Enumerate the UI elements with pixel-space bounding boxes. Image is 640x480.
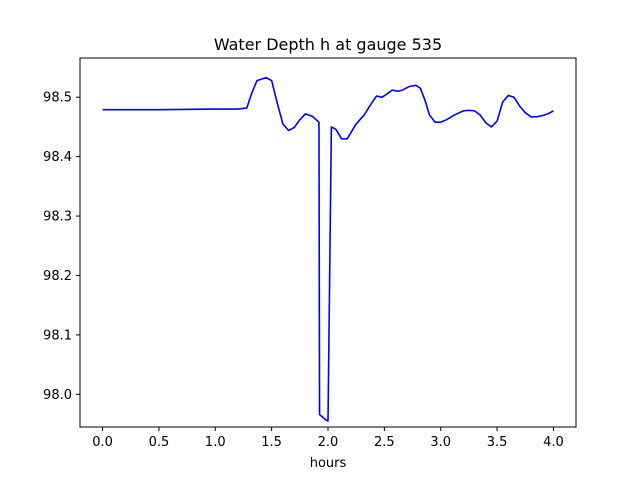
x-axis-label: hours xyxy=(310,456,347,471)
x-tick-label: 3.0 xyxy=(430,435,451,450)
series-line-0 xyxy=(102,76,554,422)
y-tick-label: 98.0 xyxy=(43,388,72,403)
chart-title: Water Depth h at gauge 535 xyxy=(214,35,442,54)
x-tick-label: 0.0 xyxy=(92,435,113,450)
x-tick-label: 0.5 xyxy=(149,435,170,450)
y-axis-ticks: 98.0 98.1 98.2 98.3 98.4 98.5 xyxy=(43,91,80,403)
x-tick-label: 2.0 xyxy=(318,435,339,450)
x-tick-label: 4.0 xyxy=(543,435,564,450)
x-axis-ticks: 0.0 0.5 1.0 1.5 2.0 2.5 3.0 3.5 4.0 xyxy=(92,427,564,450)
x-tick-label: 3.5 xyxy=(487,435,508,450)
x-tick-label: 1.5 xyxy=(261,435,282,450)
y-tick-label: 98.2 xyxy=(43,269,72,284)
x-tick-label: 1.0 xyxy=(205,435,226,450)
x-tick-label: 2.5 xyxy=(374,435,395,450)
y-tick-label: 98.1 xyxy=(43,328,72,343)
y-tick-label: 98.3 xyxy=(43,210,72,225)
y-tick-label: 98.4 xyxy=(43,150,72,165)
y-tick-label: 98.5 xyxy=(43,91,72,106)
